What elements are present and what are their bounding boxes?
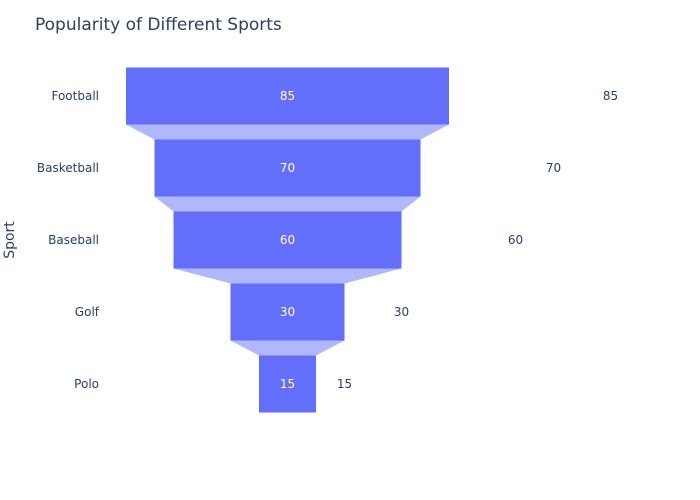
category-label-golf: Golf [75, 305, 100, 319]
funnel-bar-golf [230, 283, 345, 341]
value-label-inside-basketball: 70 [280, 161, 295, 175]
category-label-baseball: Baseball [48, 233, 99, 247]
chart-title: Popularity of Different Sports [35, 15, 282, 35]
funnel-bar-polo [259, 355, 316, 413]
value-label-inside-polo: 15 [280, 377, 295, 391]
funnel-connector-1 [126, 124, 449, 140]
value-label-outside-football: 85 [603, 89, 618, 103]
value-label-outside-polo: 15 [337, 377, 352, 391]
value-label-outside-baseball: 60 [508, 233, 523, 247]
funnel-bar-football [126, 67, 449, 125]
funnel-connectors [126, 124, 449, 356]
value-label-inside-golf: 30 [280, 305, 295, 319]
value-label-inside-football: 85 [280, 89, 295, 103]
value-label-outside-basketball: 70 [546, 161, 561, 175]
funnel-bars [126, 67, 449, 413]
funnel-connector-4 [230, 340, 345, 356]
category-label-polo: Polo [74, 377, 99, 391]
funnel-connector-3 [173, 268, 402, 284]
funnel-bar-baseball [173, 211, 402, 269]
funnel-connector-2 [154, 196, 421, 212]
value-label-outside-golf: 30 [394, 305, 409, 319]
category-label-basketball: Basketball [37, 161, 99, 175]
funnel-bar-basketball [154, 139, 421, 197]
y-axis-title: Sport [2, 221, 18, 259]
category-label-football: Football [51, 89, 99, 103]
funnel-labels: Football 85 85 Basketball 70 70 Baseball 60 60 Go… [37, 89, 618, 391]
value-label-inside-baseball: 60 [280, 233, 295, 247]
